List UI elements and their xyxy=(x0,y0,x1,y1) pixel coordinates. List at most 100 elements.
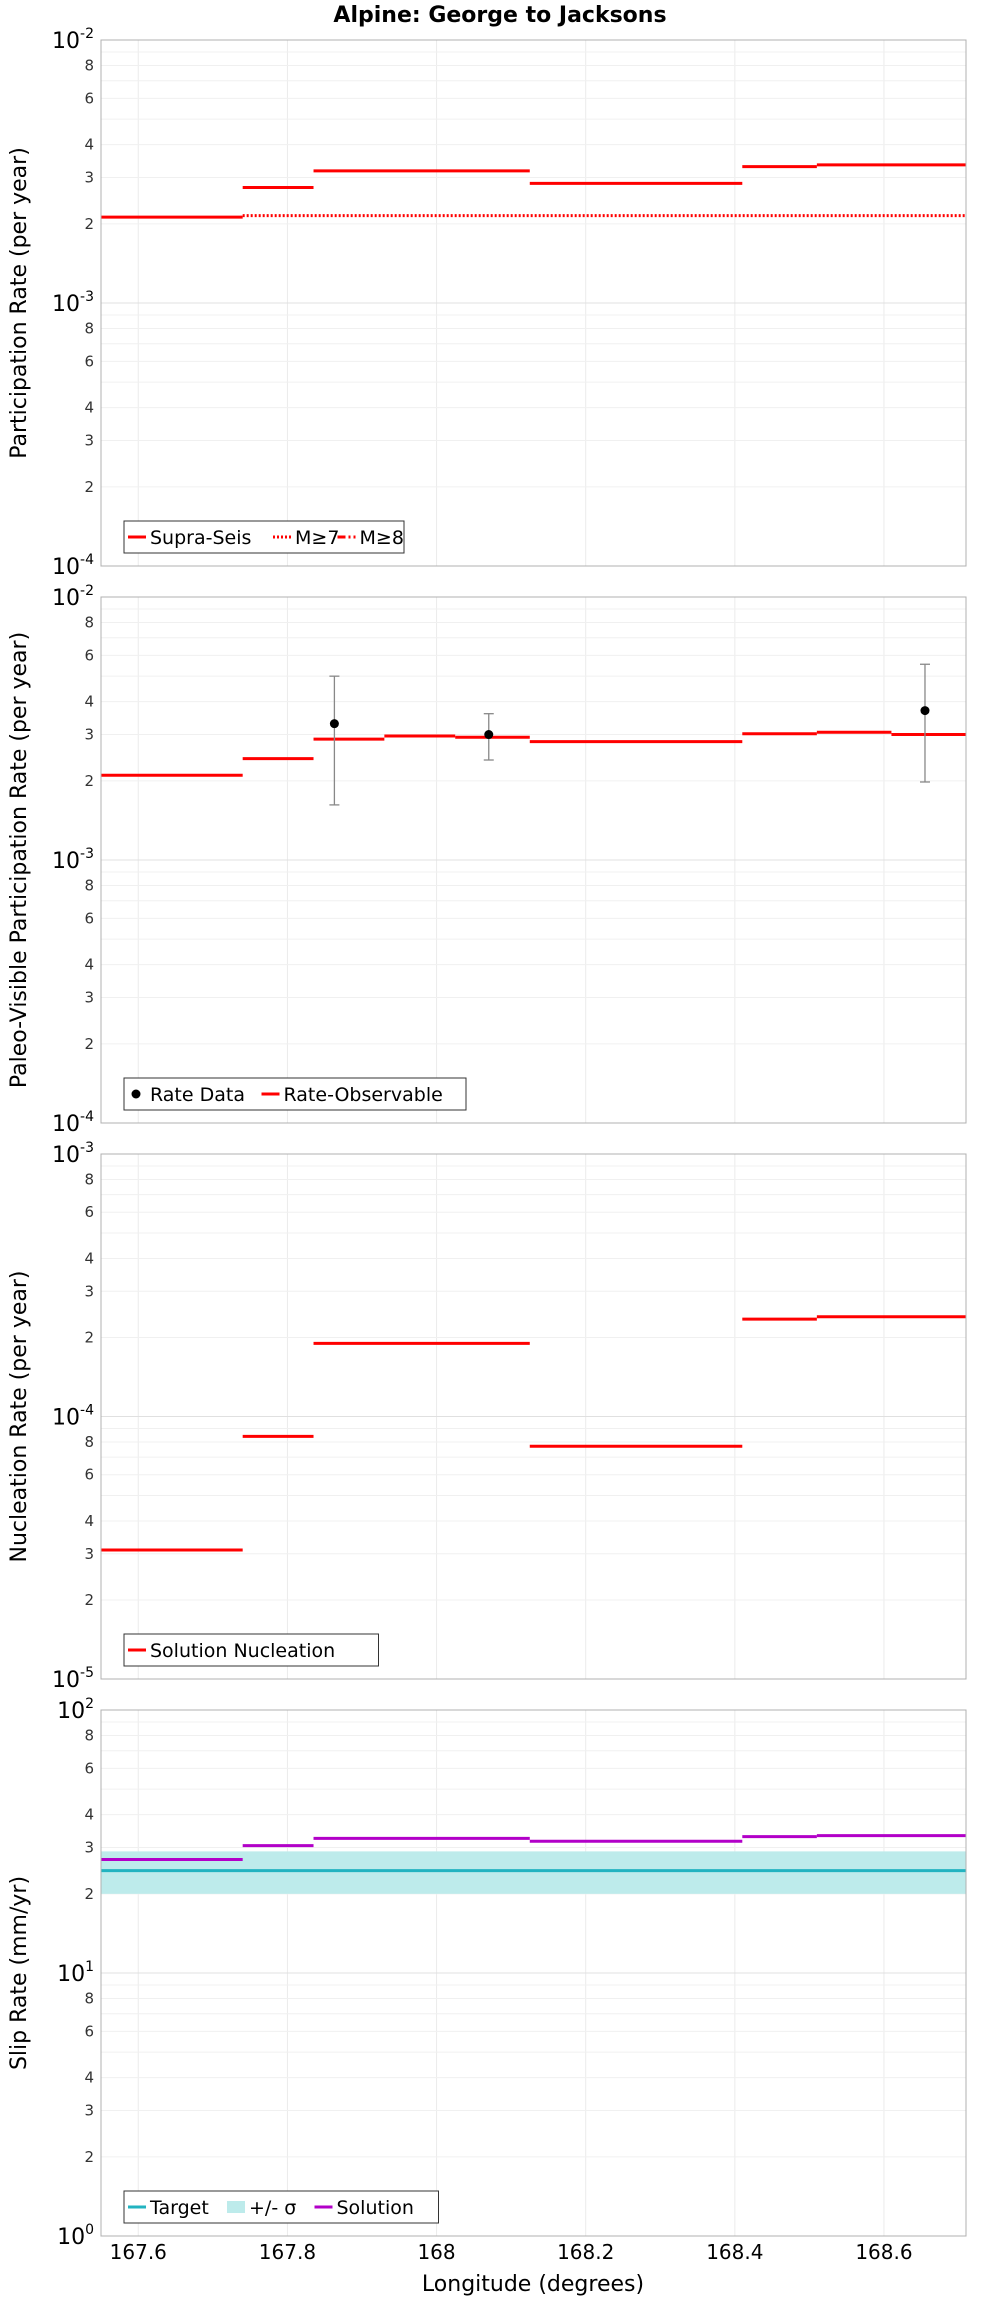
y-minor-tick-label: 2 xyxy=(84,2148,94,2166)
y-minor-tick-label: 6 xyxy=(84,352,94,370)
decade-base: 10 xyxy=(52,555,80,580)
y-minor-tick-label: 8 xyxy=(84,1170,94,1188)
decade-base: 10 xyxy=(52,1112,80,1137)
legend-label: Target xyxy=(149,2197,209,2219)
y-minor-tick-label: 6 xyxy=(84,646,94,664)
legend-paleo: Rate Data Rate-Observable xyxy=(123,1077,467,1111)
y-minor-tick-label: 2 xyxy=(84,1591,94,1609)
plot-frame xyxy=(100,39,967,567)
y-minor-tick-label: 3 xyxy=(84,169,94,187)
y-minor-tick-label: 4 xyxy=(84,136,94,154)
y-minor-tick-label: 2 xyxy=(84,478,94,496)
decade-exponent: 2 xyxy=(85,1696,94,1712)
y-decade-label: 10-3 xyxy=(52,289,94,317)
decade-base: 10 xyxy=(52,292,80,317)
legend-label: M≥8 xyxy=(360,527,404,549)
y-minor-tick-label: 6 xyxy=(84,89,94,107)
legend-label: Solution xyxy=(337,2197,414,2219)
y-decade-label: 10-3 xyxy=(52,1140,94,1168)
y-minor-tick-label: 3 xyxy=(84,989,94,1007)
decade-exponent: -4 xyxy=(80,1403,94,1419)
sigma-band xyxy=(101,1851,966,1894)
y-axis-label: Paleo-Visible Participation Rate (per ye… xyxy=(7,632,32,1088)
decade-base: 10 xyxy=(52,1143,80,1168)
y-decade-label: 101 xyxy=(57,1959,94,1987)
legend-participation: Supra-Seis M≥7 M≥8 xyxy=(123,520,405,554)
y-minor-tick-label: 8 xyxy=(84,319,94,337)
y-decade-label: 10-4 xyxy=(52,1403,94,1431)
y-decade-label: 100 xyxy=(57,2222,94,2250)
x-tick-label: 167.8 xyxy=(259,2240,316,2264)
legend-slip: Target +/- σ Solution xyxy=(123,2190,439,2224)
y-axis-label: Nucleation Rate (per year) xyxy=(7,1271,32,1563)
decade-exponent: -3 xyxy=(80,846,94,862)
y-minor-tick-label: 3 xyxy=(84,2102,94,2120)
x-tick-label: 167.6 xyxy=(110,2240,167,2264)
y-minor-tick-label: 8 xyxy=(84,613,94,631)
y-minor-tick-label: 6 xyxy=(84,1466,94,1484)
legend-box xyxy=(123,1633,379,1667)
y-minor-tick-label: 4 xyxy=(84,956,94,974)
legend-swatch xyxy=(131,1089,141,1099)
y-decade-label: 102 xyxy=(57,1696,94,1724)
y-minor-tick-label: 3 xyxy=(84,432,94,450)
chart-title: Alpine: George to Jacksons xyxy=(333,3,666,28)
decade-exponent: -2 xyxy=(80,26,94,42)
legend-label: +/- σ xyxy=(249,2197,296,2219)
y-minor-tick-label: 4 xyxy=(84,399,94,417)
y-decade-label: 10-4 xyxy=(52,552,94,580)
x-axis-label: Longitude (degrees) xyxy=(422,2272,644,2297)
y-minor-tick-label: 4 xyxy=(84,1512,94,1530)
decade-exponent: 1 xyxy=(85,1959,94,1975)
decade-exponent: -3 xyxy=(80,289,94,305)
y-minor-tick-label: 2 xyxy=(84,772,94,790)
y-minor-tick-label: 6 xyxy=(84,1759,94,1777)
decade-exponent: -4 xyxy=(80,552,94,568)
y-minor-tick-label: 2 xyxy=(84,1885,94,1903)
y-decade-label: 10-5 xyxy=(52,1665,94,1693)
legend-box xyxy=(123,1077,467,1111)
legend-label: Rate-Observable xyxy=(284,1084,443,1106)
y-minor-tick-label: 3 xyxy=(84,1839,94,1857)
y-axis-label: Slip Rate (mm/yr) xyxy=(7,1876,32,2070)
y-decade-label: 10-3 xyxy=(52,846,94,874)
plot-frame xyxy=(100,596,967,1124)
y-minor-tick-label: 2 xyxy=(84,1035,94,1053)
y-minor-tick-label: 4 xyxy=(84,2069,94,2087)
x-tick-label: 168.4 xyxy=(706,2240,763,2264)
y-minor-tick-label: 3 xyxy=(84,1282,94,1300)
decade-exponent: -3 xyxy=(80,1140,94,1156)
x-tick-label: 168.2 xyxy=(557,2240,614,2264)
decade-base: 10 xyxy=(57,1962,85,1987)
legend-label: Rate Data xyxy=(150,1084,245,1106)
y-minor-tick-label: 6 xyxy=(84,2022,94,2040)
decade-exponent: 0 xyxy=(85,2222,94,2238)
legend-box xyxy=(123,520,405,554)
decade-exponent: -4 xyxy=(80,1109,94,1125)
decade-base: 10 xyxy=(52,849,80,874)
y-minor-tick-label: 6 xyxy=(84,1203,94,1221)
legend-label: Solution Nucleation xyxy=(150,1640,335,1662)
y-minor-tick-label: 2 xyxy=(84,1328,94,1346)
rate-data-point xyxy=(920,706,930,716)
y-minor-tick-label: 3 xyxy=(84,1545,94,1563)
y-axis-label: Participation Rate (per year) xyxy=(7,147,32,459)
x-tick-label: 168.6 xyxy=(855,2240,912,2264)
legend-label: M≥7 xyxy=(295,527,339,549)
y-minor-tick-label: 4 xyxy=(84,693,94,711)
y-minor-tick-label: 8 xyxy=(84,876,94,894)
decade-base: 10 xyxy=(52,1406,80,1431)
y-minor-tick-label: 8 xyxy=(84,1989,94,2007)
decade-base: 10 xyxy=(57,1699,85,1724)
y-minor-tick-label: 8 xyxy=(84,56,94,74)
plot-frame xyxy=(100,1153,967,1680)
legend-box xyxy=(123,2190,439,2224)
rate-data-point xyxy=(484,730,494,740)
rate-data-point xyxy=(329,719,339,729)
decade-base: 10 xyxy=(57,2225,85,2250)
y-minor-tick-label: 2 xyxy=(84,215,94,233)
